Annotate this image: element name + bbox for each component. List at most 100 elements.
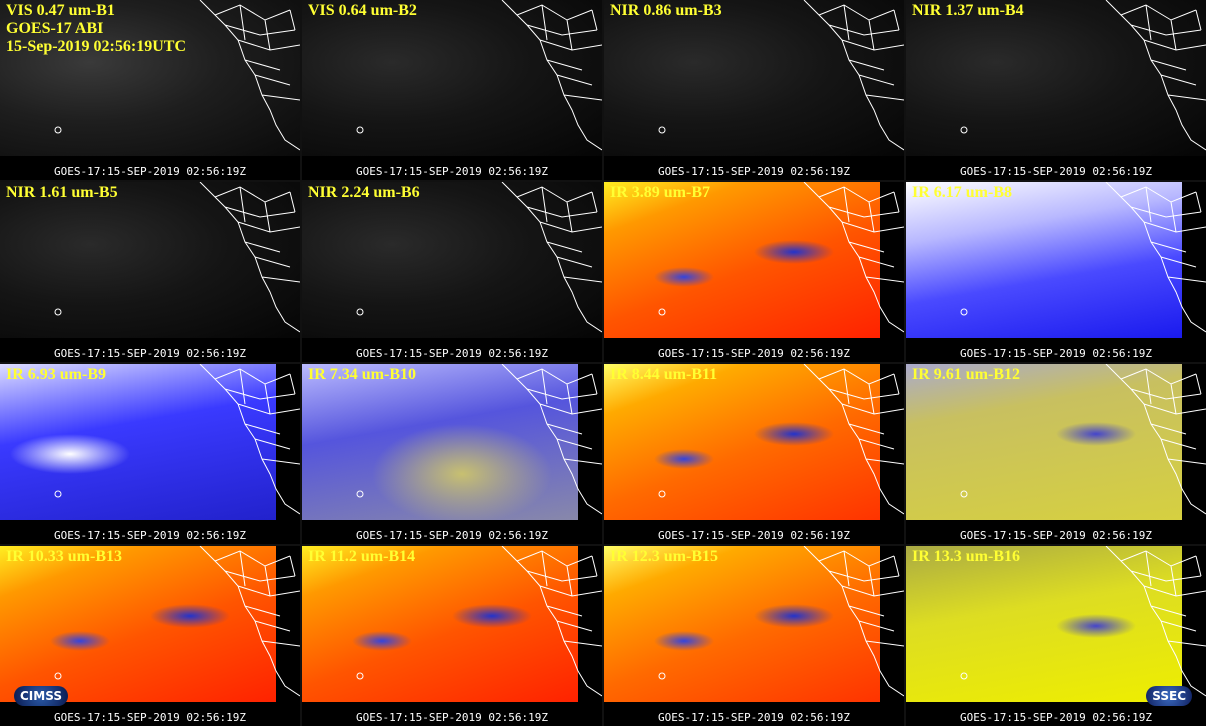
band-name: IR 7.34 um-B10	[308, 366, 417, 383]
image-panel: VIS 0.47 um-B1 GOES-17 ABI 15-Sep-2019 02:…	[0, 0, 300, 180]
timestamp: GOES-17:15-SEP-2019 02:56:19Z	[53, 529, 247, 542]
coastline-overlay	[658, 546, 904, 697]
timestamp: GOES-17:15-SEP-2019 02:56:19Z	[657, 165, 851, 178]
band-label: NIR 0.86 um-B3	[610, 2, 722, 20]
header-line: 15-Sep-2019 02:56:19UTC	[6, 38, 186, 55]
image-panel: VIS 0.64 um-B2 GOES-17:15-SEP-2019 02:56:…	[302, 0, 602, 180]
band-name: IR 10.33 um-B13	[6, 548, 123, 565]
image-panel: NIR 1.37 um-B4 GOES-17:15-SEP-2019 02:56:…	[906, 0, 1206, 180]
band-name: NIR 2.24 um-B6	[308, 184, 420, 201]
coastline	[501, 364, 602, 515]
satellite-image	[0, 182, 300, 338]
band-name: IR 3.89 um-B7	[610, 184, 711, 201]
image-panel: IR 8.44 um-B11 GOES-17:15-SEP-2019 02:56:…	[604, 364, 904, 544]
coastline	[501, 0, 602, 151]
coastline-overlay	[960, 0, 1206, 151]
coastline	[1105, 182, 1206, 333]
timestamp: GOES-17:15-SEP-2019 02:56:19Z	[53, 165, 247, 178]
coastline	[199, 182, 300, 333]
coastline-overlay	[356, 364, 602, 515]
coastline	[803, 364, 904, 515]
island	[960, 308, 968, 316]
band-name: IR 12.3 um-B15	[610, 548, 719, 565]
timestamp: GOES-17:15-SEP-2019 02:56:19Z	[355, 347, 549, 360]
island	[960, 490, 968, 498]
image-panel: IR 9.61 um-B12 GOES-17:15-SEP-2019 02:56:…	[906, 364, 1206, 544]
timestamp: GOES-17:15-SEP-2019 02:56:19Z	[657, 347, 851, 360]
timestamp: GOES-17:15-SEP-2019 02:56:19Z	[355, 711, 549, 724]
timestamp: GOES-17:15-SEP-2019 02:56:19Z	[959, 165, 1153, 178]
band-name: IR 13.3 um-B16	[912, 548, 1021, 565]
coastline-overlay	[356, 182, 602, 333]
timestamp: GOES-17:15-SEP-2019 02:56:19Z	[355, 165, 549, 178]
band-label: NIR 1.37 um-B4	[912, 2, 1024, 20]
island	[960, 672, 968, 680]
band-label: IR 12.3 um-B15	[610, 548, 718, 566]
band-name: IR 9.61 um-B12	[912, 366, 1021, 383]
timestamp: GOES-17:15-SEP-2019 02:56:19Z	[53, 347, 247, 360]
satellite-image	[302, 182, 602, 338]
coastline-overlay	[54, 364, 300, 515]
image-panel: IR 7.34 um-B10 GOES-17:15-SEP-2019 02:56:…	[302, 364, 602, 544]
header-line: GOES-17 ABI	[6, 20, 104, 37]
timestamp: GOES-17:15-SEP-2019 02:56:19Z	[959, 347, 1153, 360]
island	[658, 308, 666, 316]
timestamp: GOES-17:15-SEP-2019 02:56:19Z	[959, 529, 1153, 542]
satellite-image	[0, 0, 300, 156]
band-name: IR 11.2 um-B14	[308, 548, 416, 565]
coastline	[501, 182, 602, 333]
band-label: IR 3.89 um-B7	[610, 184, 710, 202]
coastline-overlay	[54, 0, 300, 151]
cimss-logo: CIMSS	[14, 686, 68, 706]
band-name: VIS 0.47 um-B1	[6, 2, 115, 19]
coastline-overlay	[960, 364, 1206, 515]
band-name: NIR 0.86 um-B3	[610, 2, 722, 19]
coastline	[199, 0, 300, 151]
coastline	[501, 546, 602, 697]
coastline	[803, 0, 904, 151]
band-name: VIS 0.64 um-B2	[308, 2, 417, 19]
coastline-overlay	[658, 0, 904, 151]
ssec-logo: SSEC	[1146, 686, 1192, 706]
band-label: IR 11.2 um-B14	[308, 548, 415, 566]
satellite-image	[302, 0, 602, 156]
timestamp: GOES-17:15-SEP-2019 02:56:19Z	[53, 711, 247, 724]
coastline-overlay	[54, 182, 300, 333]
island	[658, 672, 666, 680]
satellite-image	[906, 0, 1206, 156]
image-panel: IR 13.3 um-B16 GOES-17:15-SEP-2019 02:56:…	[906, 546, 1206, 726]
band-label: VIS 0.47 um-B1 GOES-17 ABI 15-Sep-2019 02:…	[6, 2, 186, 56]
timestamp: GOES-17:15-SEP-2019 02:56:19Z	[355, 529, 549, 542]
island	[658, 126, 666, 134]
band-label: NIR 2.24 um-B6	[308, 184, 420, 202]
image-panel: IR 3.89 um-B7 GOES-17:15-SEP-2019 02:56:1…	[604, 182, 904, 362]
coastline	[199, 546, 300, 697]
band-name: NIR 1.37 um-B4	[912, 2, 1024, 19]
coastline	[1105, 0, 1206, 151]
band-name: IR 8.44 um-B11	[610, 366, 718, 383]
image-panel: NIR 0.86 um-B3 GOES-17:15-SEP-2019 02:56:…	[604, 0, 904, 180]
island	[658, 490, 666, 498]
coastline-overlay	[356, 546, 602, 697]
band-label: IR 6.93 um-B9	[6, 366, 106, 384]
island	[54, 308, 62, 316]
image-panel: IR 11.2 um-B14 GOES-17:15-SEP-2019 02:56:…	[302, 546, 602, 726]
island	[356, 308, 364, 316]
coastline-overlay	[960, 546, 1206, 697]
coastline-overlay	[658, 182, 904, 333]
image-panel: IR 12.3 um-B15 GOES-17:15-SEP-2019 02:56:…	[604, 546, 904, 726]
band-label: IR 13.3 um-B16	[912, 548, 1020, 566]
image-panel: IR 6.17 um-B8 GOES-17:15-SEP-2019 02:56:1…	[906, 182, 1206, 362]
band-label: VIS 0.64 um-B2	[308, 2, 417, 20]
band-name: IR 6.93 um-B9	[6, 366, 107, 383]
coastline-overlay	[356, 0, 602, 151]
band-name: IR 6.17 um-B8	[912, 184, 1013, 201]
timestamp: GOES-17:15-SEP-2019 02:56:19Z	[657, 529, 851, 542]
island	[356, 672, 364, 680]
coastline	[803, 182, 904, 333]
coastline-overlay	[54, 546, 300, 697]
band-name: NIR 1.61 um-B5	[6, 184, 118, 201]
image-panel: NIR 1.61 um-B5 GOES-17:15-SEP-2019 02:56:…	[0, 182, 300, 362]
island	[960, 126, 968, 134]
band-label: NIR 1.61 um-B5	[6, 184, 118, 202]
